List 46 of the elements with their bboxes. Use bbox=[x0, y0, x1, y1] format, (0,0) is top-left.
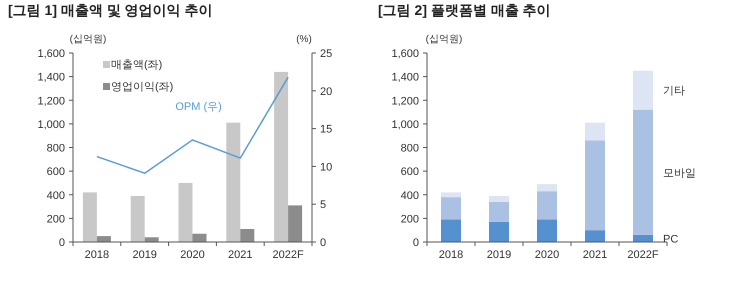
series-label: 모바일 bbox=[663, 167, 696, 180]
y2-tick-label: 20 bbox=[320, 86, 332, 98]
x-tick-label: 2018 bbox=[84, 249, 110, 261]
y-tick-label: 400 bbox=[400, 190, 419, 202]
y-tick-label: 200 bbox=[400, 213, 419, 226]
x-tick-label: 2021 bbox=[582, 249, 608, 261]
x-tick-label: 2022F bbox=[272, 249, 304, 261]
text: OPM (우) bbox=[175, 100, 222, 113]
y-tick-label: 1,400 bbox=[391, 72, 419, 84]
x-tick-label: 2019 bbox=[132, 249, 157, 261]
chart-title: [그림 1] 매출액 및 영업이익 추이 bbox=[8, 2, 213, 18]
y-tick-label: 1,200 bbox=[37, 95, 65, 108]
y2-tick-label: 10 bbox=[320, 161, 332, 174]
y-tick-label: 400 bbox=[46, 190, 65, 202]
y-tick-label: 0 bbox=[412, 237, 419, 249]
y-tick-label: 600 bbox=[46, 166, 65, 178]
series-label: PC bbox=[663, 233, 678, 246]
y-tick-label: 0 bbox=[58, 237, 65, 249]
y-tick-label: 1,000 bbox=[391, 118, 419, 131]
y2-tick-label: 0 bbox=[320, 237, 326, 249]
x-tick-label: 2021 bbox=[228, 249, 253, 261]
x-tick-label: 2019 bbox=[486, 249, 512, 261]
y2-tick-label: 15 bbox=[320, 124, 332, 136]
y-tick-label: 1,600 bbox=[37, 48, 65, 60]
y-axis-title: (십억원) bbox=[426, 34, 462, 45]
y-tick-label: 600 bbox=[400, 166, 419, 178]
y-tick-label: 200 bbox=[46, 213, 65, 226]
legend-label: 영업이익(좌) bbox=[111, 81, 174, 93]
y-tick-label: 800 bbox=[400, 142, 419, 154]
y-tick-label: 800 bbox=[46, 142, 65, 154]
y2-tick-label: 5 bbox=[320, 199, 326, 212]
y-tick-label: 1,200 bbox=[391, 95, 419, 108]
y2-tick-label: 25 bbox=[320, 48, 332, 60]
x-tick-label: 2020 bbox=[180, 249, 205, 261]
y-tick-label: 1,600 bbox=[391, 48, 419, 60]
legend-label: 매출액(좌) bbox=[111, 59, 162, 71]
x-tick-label: 2018 bbox=[438, 249, 464, 261]
y2-axis-title: (%) bbox=[296, 34, 312, 45]
line-series bbox=[96, 76, 289, 174]
y-tick-label: 1,000 bbox=[37, 118, 65, 131]
x-tick-label: 2022F bbox=[627, 249, 659, 261]
series-label: 기타 bbox=[663, 85, 685, 98]
y-tick-label: 1,400 bbox=[37, 72, 65, 84]
chart-title: [그림 2] 플랫폼별 매출 추이 bbox=[378, 2, 551, 18]
y-axis-title: (십억원) bbox=[70, 34, 106, 45]
x-tick-label: 2020 bbox=[534, 249, 560, 261]
